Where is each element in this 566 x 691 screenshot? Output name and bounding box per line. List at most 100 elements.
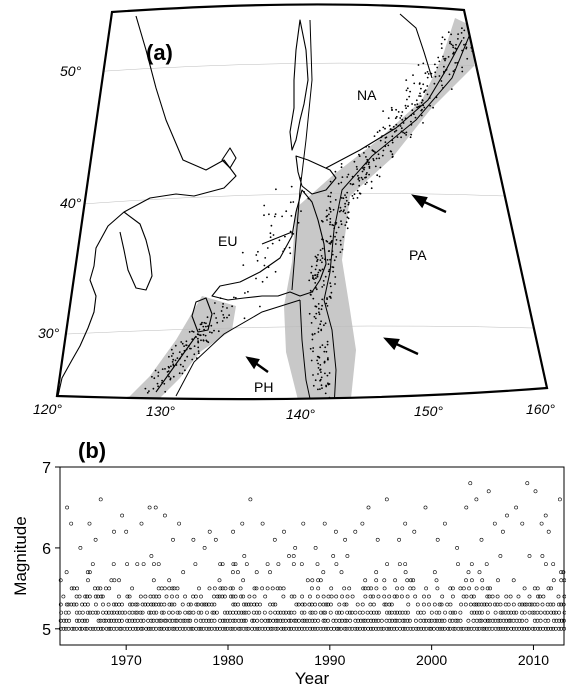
magnitude-point <box>143 594 148 599</box>
epicenter-dot <box>372 158 375 160</box>
magnitude-point <box>353 610 358 615</box>
magnitude-point <box>281 610 286 615</box>
magnitude-point <box>58 626 63 631</box>
magnitude-point <box>326 594 331 599</box>
magnitude-point <box>467 586 472 591</box>
magnitude-point <box>387 626 392 631</box>
magnitude-point <box>559 626 564 631</box>
magnitude-point <box>222 594 227 599</box>
magnitude-point <box>85 594 89 599</box>
epicenter-dot <box>206 316 209 319</box>
eu-na-boundary <box>291 19 313 291</box>
magnitude-point <box>61 594 66 599</box>
epicenter-dot <box>323 350 326 353</box>
y-axis-label: Magnitude <box>11 516 30 595</box>
magnitude-point <box>558 497 562 502</box>
epicenter-dot <box>281 215 283 218</box>
magnitude-point <box>496 578 500 583</box>
magnitude-point <box>167 578 172 583</box>
magnitude-point <box>384 618 389 623</box>
epicenter-dot <box>452 46 455 49</box>
magnitude-point <box>448 586 453 591</box>
epicenter-dot <box>329 208 332 211</box>
magnitude-point <box>471 594 476 599</box>
epicenter-dot <box>351 175 354 178</box>
magnitude-point <box>74 602 79 607</box>
magnitude-point <box>310 626 315 631</box>
epicenter-dot <box>319 378 322 381</box>
magnitude-point <box>189 626 194 631</box>
epicenter-dot <box>168 355 170 358</box>
magnitude-point <box>170 618 175 623</box>
magnitude-point <box>361 618 366 623</box>
epicenter-dot <box>390 150 393 153</box>
magnitude-point <box>363 586 368 591</box>
magnitude-point <box>85 570 90 575</box>
epicenter-dot <box>291 232 294 235</box>
y-tick-label: 7 <box>42 460 51 477</box>
epicenter-dot <box>319 249 322 252</box>
magnitude-point <box>429 626 434 631</box>
epicenter-dot <box>144 387 147 390</box>
magnitude-point <box>363 594 368 599</box>
lon-label-130: 130° <box>146 403 175 419</box>
magnitude-point <box>529 602 534 607</box>
epicenter-dot <box>366 181 368 184</box>
magnitude-point <box>252 626 257 631</box>
epicenter-dot <box>183 349 186 352</box>
epicenter-dot <box>337 182 340 185</box>
epicenter-dot <box>326 374 329 377</box>
magnitude-point <box>254 586 259 591</box>
magnitude-point <box>98 618 103 623</box>
magnitude-point <box>546 618 551 623</box>
epicenter-dot <box>247 290 249 293</box>
epicenter-dot <box>443 38 446 41</box>
epicenter-dot <box>400 136 402 139</box>
magnitude-point <box>337 602 342 607</box>
epicenter-dot <box>330 191 332 194</box>
magnitude-point <box>293 546 298 550</box>
epicenter-dot <box>340 220 342 223</box>
epicenter-dot <box>191 338 194 340</box>
epicenter-dot <box>314 379 317 382</box>
magnitude-point <box>520 610 524 615</box>
epicenter-dot <box>181 353 183 356</box>
epicenter-dot <box>332 266 335 269</box>
epicenter-dot <box>205 322 207 325</box>
magnitude-point <box>313 610 318 615</box>
magnitude-point <box>299 610 304 615</box>
magnitude-point <box>130 586 135 591</box>
magnitude-point <box>222 610 227 615</box>
magnitude-point <box>212 610 217 615</box>
magnitude-point <box>342 586 347 591</box>
magnitude-point <box>202 602 207 607</box>
magnitude-point <box>310 610 315 615</box>
magnitude-point <box>374 570 379 575</box>
epicenter-dot <box>263 214 265 217</box>
epicenter-dot <box>447 56 450 58</box>
epicenter-dot <box>351 195 354 197</box>
magnitude-point <box>223 626 228 631</box>
epicenter-dot <box>325 240 328 242</box>
magnitude-point <box>538 610 543 615</box>
magnitude-point <box>197 586 201 591</box>
epicenter-dot <box>342 236 345 238</box>
magnitude-point <box>532 610 537 615</box>
epicenter-dot <box>366 172 368 174</box>
epicenter-dot <box>334 199 337 201</box>
epicenter-dot <box>213 329 215 332</box>
magnitude-point <box>403 562 408 567</box>
magnitude-point <box>72 602 76 607</box>
epicenter-dot <box>368 145 370 148</box>
epicenter-dot <box>315 277 317 280</box>
epicenter-dot <box>321 298 324 301</box>
magnitude-point <box>96 626 101 631</box>
epicenter-dot <box>367 163 370 166</box>
magnitude-point <box>59 610 64 615</box>
epicenter-dot <box>329 210 332 213</box>
magnitude-point <box>483 618 488 623</box>
epicenter-dot <box>342 197 345 200</box>
magnitude-point <box>268 610 273 615</box>
epicenter-dot <box>329 235 332 238</box>
magnitude-point <box>87 594 92 599</box>
